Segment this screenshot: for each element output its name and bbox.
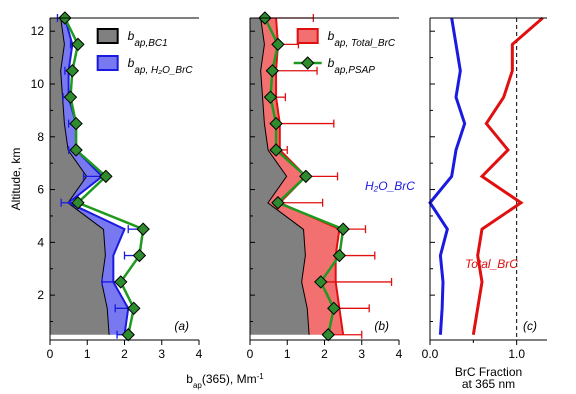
x-tick-label: 1 [284,347,291,361]
series-label: Total_BrC [465,257,518,271]
panel-label: (b) [374,319,389,333]
psap-marker [63,90,78,104]
series-label: H₂O_BrC [365,179,415,193]
psap-marker [336,222,350,236]
y-tick-label: 12 [31,24,45,38]
panel-label: (c) [523,319,537,333]
x-axis-label: BrC Fraction [455,365,522,379]
fraction-line [471,16,544,335]
legend-label: bap, Total_BrC [328,29,396,49]
legend-subscript: ap, H₂O_BrC [134,65,193,76]
x-label-main: (365), Mm [202,372,257,386]
psap-marker [127,301,141,316]
x-axis-label: at 365 nm [462,377,515,391]
legend-subscript: ap, Total_BrC [334,38,396,49]
psap-marker [321,328,335,342]
psap-marker [314,275,328,289]
fraction-line [428,17,467,335]
error-bar [320,277,393,286]
psap-marker [69,116,83,131]
y-tick-label: 2 [37,288,44,302]
psap-marker [271,196,285,210]
psap-marker [263,90,278,104]
psap-marker [114,275,128,289]
x-tick-label: 4 [396,347,403,361]
psap-marker [269,116,283,131]
error-bar [272,66,318,75]
y-tick-label: 4 [37,235,44,249]
legend-label: bap,PSAP [328,56,376,76]
x-tick-label: 3 [358,347,365,361]
x-label-base: b [186,372,193,386]
x-tick-label: 2 [121,347,128,361]
psap-marker [299,169,313,184]
y-axis-label: Altitude, km [9,148,23,211]
psap-marker [269,143,283,157]
error-bar [277,198,324,207]
error-bar [276,119,335,128]
legend-name: b [128,56,135,70]
y-tick-label: 10 [31,77,45,91]
y-tick-label: 8 [37,130,44,144]
psap-marker [132,248,147,263]
psap-marker [265,64,280,78]
legend-swatch [96,28,119,44]
psap-marker [71,37,85,52]
legend-label: bap, H₂O_BrC [128,56,194,76]
psap-marker [332,248,347,263]
x-tick-label: 2 [321,347,328,361]
psap-marker [136,222,150,236]
x-tick-label: 1 [84,347,91,361]
x-label-sub: ap [193,381,202,390]
legend-marker [300,56,315,70]
psap-marker [99,169,113,184]
psap-marker [327,301,341,316]
x-label-sup: -1 [257,372,265,381]
x-tick-label: 0 [47,347,54,361]
psap-marker [271,37,285,52]
legend-label: bap,BC1 [128,29,168,49]
x-tick-label: 0 [247,347,254,361]
psap-marker [121,328,135,342]
psap-marker [65,64,80,78]
legend-subscript: ap,PSAP [334,65,375,76]
legend-swatch [96,55,119,71]
x-tick-label: 1.0 [508,347,525,361]
psap-marker [69,143,83,157]
x-axis-label: bap(365), Mm-1 [186,372,264,390]
y-tick-label: 6 [37,183,44,197]
area [50,18,110,335]
legend-subscript: ap,BC1 [134,38,167,49]
x-tick-label: 0.0 [422,347,439,361]
psap-marker [71,196,85,210]
x-tick-label: 4 [196,347,203,361]
area [250,18,310,335]
legend-name: b [328,56,335,70]
legend-swatch [296,28,319,44]
x-tick-label: 3 [158,347,165,361]
legend-name: b [328,29,335,43]
legend-name: b [128,29,135,43]
panel-label: (a) [174,319,189,333]
